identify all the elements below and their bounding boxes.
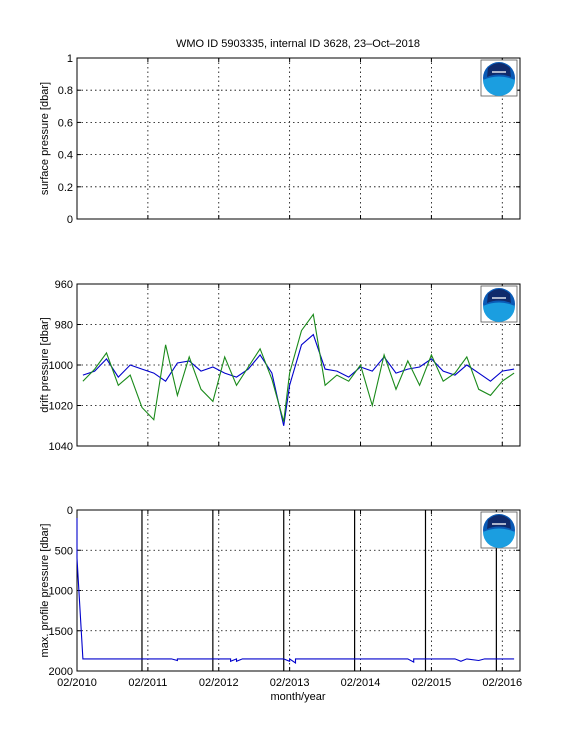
y-tick-label: 0.8 bbox=[58, 85, 73, 97]
y-tick-label: 1040 bbox=[49, 441, 73, 453]
y-tick-label: 1 bbox=[67, 53, 73, 65]
y-tick-label: 0.4 bbox=[58, 150, 73, 162]
y-tick-label: 1020 bbox=[49, 401, 73, 413]
y-tick-label: 0 bbox=[67, 214, 73, 226]
series-line-blue bbox=[82, 333, 515, 426]
y-tick-label: 0.6 bbox=[58, 117, 73, 129]
y-tick-label: 500 bbox=[55, 545, 73, 557]
chart-panel-2: 960 980 1000 1020 1040 drift pressure [dbar] bbox=[39, 279, 521, 453]
y-axis-label: surface pressure [dbar] bbox=[39, 82, 51, 195]
noaa-logo-icon bbox=[480, 285, 518, 323]
x-tick-label: 02/2016 bbox=[482, 677, 522, 689]
y-tick-label: 2000 bbox=[49, 666, 73, 678]
logo-bird bbox=[487, 63, 511, 77]
figure-title: WMO ID 5903335, internal ID 3628, 23–Oct… bbox=[176, 38, 420, 50]
x-tick-label: 02/2010 bbox=[57, 677, 97, 689]
logo-wave bbox=[483, 302, 515, 322]
x-tick-label: 02/2011 bbox=[128, 677, 167, 689]
logo-wave bbox=[483, 76, 515, 96]
x-axis-label: month/year bbox=[270, 691, 325, 703]
y-tick-label: 0.2 bbox=[58, 182, 73, 194]
chart-panel-1: 0 0.2 0.4 0.6 0.8 1 surface pressure [dbar] bbox=[39, 53, 521, 226]
logo-bird bbox=[487, 289, 511, 303]
x-tick-label: 02/2015 bbox=[412, 677, 452, 689]
x-tick-label: 02/2012 bbox=[199, 677, 239, 689]
y-tick-label: 1500 bbox=[49, 626, 73, 638]
y-tick-label: 980 bbox=[55, 320, 73, 332]
y-axis-label: drift pressure [dbar] bbox=[39, 317, 51, 412]
noaa-logo-icon bbox=[480, 59, 518, 97]
noaa-logo-icon bbox=[480, 511, 518, 549]
y-axis-label: max. profile pressure [dbar] bbox=[39, 524, 51, 658]
y-tick-label: 1000 bbox=[49, 586, 73, 598]
logo-wave bbox=[483, 528, 515, 548]
y-tick-label: 1000 bbox=[49, 360, 73, 372]
series-line-green bbox=[82, 313, 515, 422]
logo-bird bbox=[487, 515, 511, 529]
x-tick-label: 02/2014 bbox=[341, 677, 381, 689]
y-tick-label: 0 bbox=[67, 505, 73, 517]
plot-area bbox=[76, 57, 521, 220]
y-tick-label: 960 bbox=[55, 279, 73, 291]
series-line-blue bbox=[76, 518, 515, 665]
x-tick-label: 02/2013 bbox=[270, 677, 310, 689]
